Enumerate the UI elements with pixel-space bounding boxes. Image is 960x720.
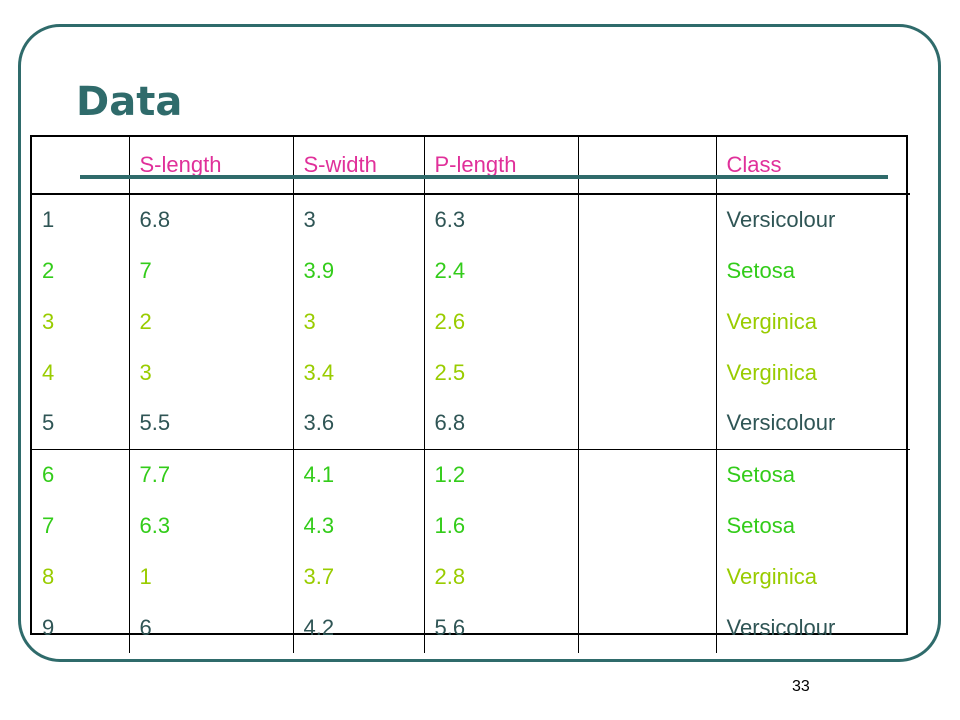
table-row: 1 6.8 3 6.3 Versicolour [32, 194, 910, 245]
table-cell: 8 [42, 563, 55, 589]
table-cell: 1.6 [423, 500, 578, 551]
table-cell: Setosa [715, 500, 910, 551]
header-underline [80, 175, 888, 179]
table-cell: 9 [42, 614, 55, 640]
table-cell: 4.1 [292, 449, 424, 500]
table-cell: Setosa [715, 245, 910, 296]
table-cell: 1.2 [423, 449, 578, 500]
table-cell: 4.2 [292, 602, 424, 653]
table-row: 7 6.3 4.3 1.6 Setosa [32, 500, 910, 551]
table-cell: Verginica [715, 551, 910, 602]
table-cell: Setosa [715, 449, 910, 500]
table-cell: 6 [128, 602, 293, 653]
header-cell: Class [715, 137, 910, 195]
table-cell: 4 [42, 359, 55, 385]
table-cell: 3.7 [292, 551, 424, 602]
table-cell [577, 245, 716, 296]
table-cell: Versicolour [715, 398, 910, 450]
table-cell: 6.8 [423, 398, 578, 450]
table-cell: 3 [128, 347, 293, 398]
table-cell: 2.8 [423, 551, 578, 602]
table-cell: 5 [32, 398, 129, 450]
table-row: 3 2 3 2.6 Verginica [32, 296, 910, 347]
table-cell: 5.6 [423, 602, 578, 653]
table-cell: 6.8 [128, 194, 293, 245]
table-cell: 3 [292, 194, 424, 245]
data-table: S-length S-width P-length Class 1 6.8 3 6.3… [32, 137, 910, 653]
header-cell: S-width [292, 137, 424, 195]
table-cell: 2.6 [423, 296, 578, 347]
table-cell: 2.5 [423, 347, 578, 398]
table-row: 2 7 3.9 2.4 Setosa [32, 245, 910, 296]
header-cell: P-length [423, 137, 578, 195]
table-cell: 6 [42, 461, 55, 487]
table-cell [577, 194, 716, 245]
table-row: 4 3 3.4 2.5 Verginica [32, 347, 910, 398]
table-cell: 2 [128, 296, 293, 347]
table-row: 5 5.5 3.6 6.8 Versicolour [32, 398, 910, 450]
table-cell: Verginica [715, 347, 910, 398]
table-cell: 3 [42, 308, 55, 334]
table-row: 6 7.7 4.1 1.2 Setosa [32, 449, 910, 500]
table-cell: Versicolour [715, 602, 910, 653]
table-header-row: S-length S-width P-length Class [32, 137, 910, 195]
table-cell: 5.5 [128, 398, 293, 450]
slide-frame [18, 24, 941, 662]
table-row: 8 1 3.7 2.8 Verginica [32, 551, 910, 602]
table-row: 9 6 4.2 5.6 Versicolour [32, 602, 910, 653]
table-cell: 4.3 [292, 500, 424, 551]
table-cell: 3.6 [292, 398, 424, 450]
table-cell [577, 602, 716, 653]
table-cell: Verginica [715, 296, 910, 347]
table-cell: 1 [128, 551, 293, 602]
header-cell [32, 137, 129, 195]
table-cell [577, 449, 716, 500]
table-cell: 7.7 [128, 449, 293, 500]
header-cell [577, 137, 716, 195]
header-cell: S-length [128, 137, 293, 195]
table-cell [577, 398, 716, 450]
table-cell: 6.3 [423, 194, 578, 245]
page-number: 33 [792, 678, 810, 695]
table-cell [577, 347, 716, 398]
table-cell: Versicolour [715, 194, 910, 245]
table-cell [577, 296, 716, 347]
table-cell: 7 [128, 245, 293, 296]
table-cell: 3.9 [292, 245, 424, 296]
table-cell: 3 [292, 296, 424, 347]
table-cell: 2.4 [423, 245, 578, 296]
table-cell: 1 [42, 207, 55, 232]
table-cell [577, 551, 716, 602]
table-cell [577, 500, 716, 551]
table-cell: 7 [42, 512, 55, 538]
table-cell: 3.4 [292, 347, 424, 398]
table-cell: 6.3 [128, 500, 293, 551]
slide-title: Data [76, 79, 183, 125]
table-cell: 2 [42, 257, 55, 283]
data-table-container: S-length S-width P-length Class 1 6.8 3 6.3… [30, 135, 910, 653]
